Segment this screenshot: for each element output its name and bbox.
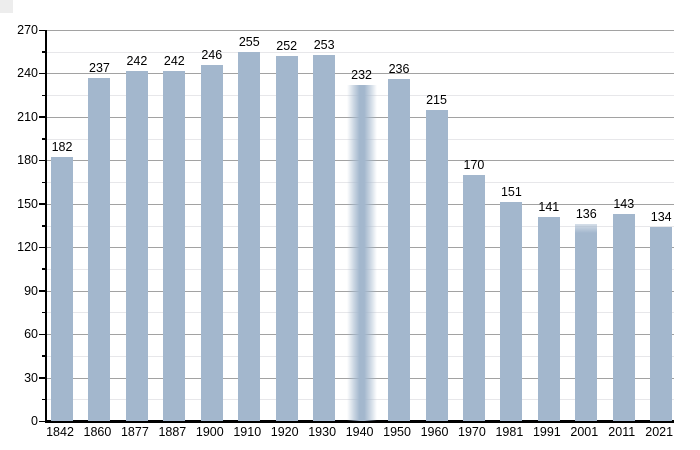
y-axis-minor-tick	[42, 181, 46, 184]
bar	[313, 54, 336, 421]
y-axis-minor-tick	[42, 138, 46, 140]
bar	[500, 202, 523, 421]
y-axis-major-tick	[39, 29, 45, 31]
bar	[612, 213, 635, 421]
bar	[650, 226, 673, 421]
y-axis-tick-label: 0	[31, 414, 38, 428]
bar	[238, 51, 261, 421]
major-gridline	[46, 30, 674, 31]
y-axis-major-tick	[39, 333, 45, 336]
y-axis-minor-tick	[42, 51, 46, 53]
y-axis-minor-tick	[42, 94, 46, 97]
y-axis	[45, 30, 47, 421]
major-gridline	[46, 73, 674, 75]
y-axis-minor-tick	[42, 268, 46, 270]
x-axis-tick-label: 1981	[495, 425, 524, 439]
bar	[200, 64, 223, 421]
y-axis-major-tick	[39, 420, 45, 422]
corner-artifact	[0, 0, 13, 13]
bar-value-label: 215	[426, 92, 447, 107]
y-axis-tick-label: 120	[17, 240, 38, 255]
x-axis-tick-label: 2021	[645, 425, 674, 439]
y-axis-major-tick	[39, 116, 45, 118]
y-axis-major-tick	[39, 159, 45, 162]
bar	[388, 79, 411, 421]
bar-value-label: 143	[613, 196, 635, 211]
x-axis-tick-label: 1920	[270, 425, 299, 439]
x-axis-tick-label: 1960	[420, 425, 449, 439]
x-axis-tick-label: 1910	[233, 425, 262, 439]
bar	[163, 70, 186, 421]
y-axis-tick-label: 180	[17, 153, 38, 168]
x-axis-tick-label: 1940	[345, 425, 374, 439]
bar-value-label: 255	[238, 34, 260, 49]
y-axis-major-tick	[39, 377, 45, 379]
y-axis-minor-tick	[42, 355, 46, 357]
bar	[462, 174, 485, 421]
x-axis-tick-label: 1970	[458, 425, 486, 439]
y-axis-tick-label: 90	[24, 283, 38, 298]
y-axis-minor-tick	[42, 225, 46, 227]
x-axis-tick-label: 2001	[570, 425, 599, 439]
bar-value-label: 232	[351, 68, 373, 83]
bar	[425, 109, 448, 421]
bar-value-label: 151	[500, 185, 522, 200]
y-axis-tick-label: 270	[17, 23, 38, 37]
bar-value-label: 246	[201, 47, 223, 62]
x-axis-tick-label: 1860	[83, 425, 112, 439]
bar-value-label: 136	[575, 207, 597, 222]
bar-value-label: 134	[650, 209, 672, 224]
bar	[51, 157, 73, 421]
minor-gridline	[46, 51, 674, 53]
x-axis-tick-label: 1842	[46, 425, 74, 439]
bar-value-label: 252	[276, 39, 298, 54]
bar-value-label: 242	[126, 53, 148, 68]
x-axis-tick-label: 1930	[308, 425, 337, 439]
x-axis-tick-label: 1877	[120, 425, 149, 439]
bar-value-label: 170	[463, 157, 485, 172]
y-axis-minor-tick	[42, 311, 46, 314]
bar	[537, 216, 560, 421]
y-axis-major-tick	[39, 246, 45, 249]
x-axis-tick-label: 1991	[532, 425, 561, 439]
bar	[275, 56, 298, 421]
bar-value-label: 253	[313, 37, 335, 52]
y-axis-major-tick	[39, 290, 45, 292]
y-axis-tick-label: 60	[24, 327, 38, 342]
bar-value-label: 182	[51, 140, 73, 155]
x-axis-tick-label: 2011	[608, 425, 636, 439]
y-axis-major-tick	[39, 203, 45, 205]
y-axis-tick-label: 150	[17, 196, 38, 211]
y-axis-minor-tick	[42, 398, 46, 401]
bar	[125, 70, 148, 421]
y-axis-tick-label: 30	[24, 370, 38, 385]
y-axis-tick-label: 210	[17, 109, 38, 124]
x-axis-tick-label: 1900	[195, 425, 224, 439]
y-axis-tick-label: 240	[17, 66, 38, 81]
x-axis-tick-label: 1887	[158, 425, 187, 439]
y-axis-major-tick	[39, 72, 45, 75]
bar	[88, 77, 111, 421]
bar-value-label: 237	[89, 60, 110, 75]
bar	[346, 85, 377, 421]
bar-value-label: 242	[163, 53, 185, 68]
x-axis-tick-label: 1950	[383, 425, 411, 439]
bar-value-label: 141	[538, 199, 560, 214]
bar-value-label: 236	[388, 62, 410, 77]
x-axis	[45, 420, 674, 423]
bar	[575, 224, 598, 421]
